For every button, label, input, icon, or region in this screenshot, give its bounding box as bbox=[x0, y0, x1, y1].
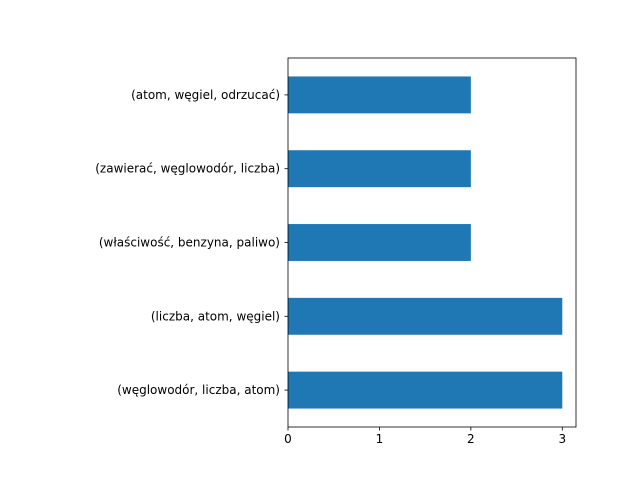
y-tick-label-2: (właściwość, benzyna, paliwo) bbox=[99, 236, 280, 250]
bar-0 bbox=[288, 371, 563, 409]
x-tick-label-3: 3 bbox=[558, 432, 566, 446]
bar-2 bbox=[288, 224, 471, 261]
y-tick-label-4: (atom, węgiel, odrzucać) bbox=[131, 88, 280, 102]
bar-4 bbox=[288, 76, 471, 114]
bars-group bbox=[288, 76, 563, 409]
plot-frame bbox=[287, 57, 577, 428]
bar-3 bbox=[288, 150, 471, 188]
y-tick-label-1: (liczba, atom, węgiel) bbox=[151, 309, 280, 323]
x-tick-label-0: 0 bbox=[284, 432, 292, 446]
y-tick-label-0: (węglowodór, liczba, atom) bbox=[117, 383, 280, 397]
y-axis-ticks: (węglowodór, liczba, atom) (liczba, atom,… bbox=[95, 88, 288, 397]
x-axis-ticks: 0 1 2 3 bbox=[284, 427, 566, 446]
x-tick-label-1: 1 bbox=[376, 432, 384, 446]
bar-1 bbox=[288, 297, 563, 335]
x-tick-label-2: 2 bbox=[467, 432, 475, 446]
y-tick-label-3: (zawierać, węglowodór, liczba) bbox=[95, 162, 280, 176]
